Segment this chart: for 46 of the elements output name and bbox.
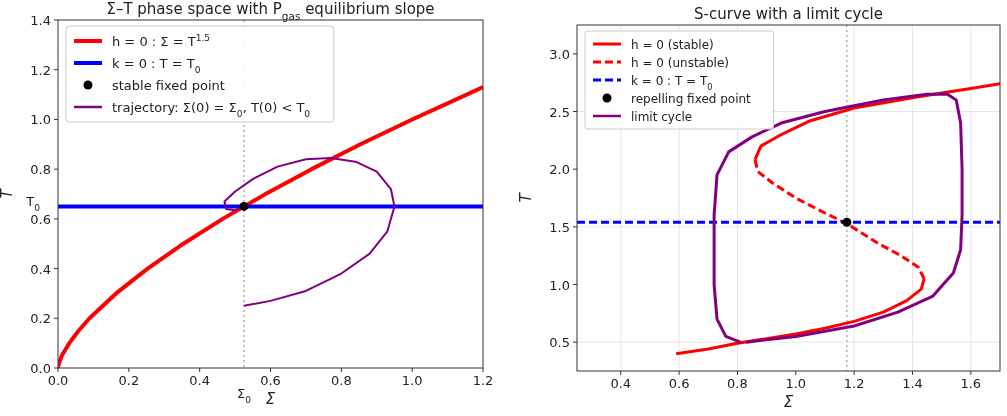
legend-label: trajectory: Σ(0) = Σ$_{0}$, T(0) < T$_{0}$: [112, 100, 311, 119]
legend-label: k = 0 : T = T$_{0}$: [112, 56, 201, 75]
y-tick-label: 2.0: [549, 162, 570, 178]
y-tick-label: 1.0: [549, 277, 570, 293]
legend-label: h = 0 (stable): [631, 38, 714, 52]
x-tick-label: 1.6: [960, 376, 982, 391]
x-axis-title: Σ: [783, 393, 794, 411]
legend-label: h = 0 : Σ = T$^{1.5}$: [112, 33, 211, 49]
x-tick-label: 1.0: [785, 376, 807, 391]
y-tick-label: 0.8: [30, 162, 51, 178]
x-tick-label: 0.2: [118, 373, 140, 388]
legend-label: limit cycle: [631, 110, 693, 124]
legend-label: h = 0 (unstable): [631, 56, 729, 70]
x-tick-label: 0.4: [610, 376, 632, 391]
legend-label: k = 0 : T = T$_{0}$: [631, 74, 713, 92]
x-tick-label: 0.8: [727, 376, 748, 391]
annotation: Σ$_{0}$: [236, 386, 252, 405]
x-tick-label: 0.6: [260, 373, 281, 388]
y-tick-label: 0.5: [549, 335, 570, 351]
y-tick-label: 1.4: [30, 13, 51, 28]
y-tick-label: 1.2: [30, 62, 51, 78]
legend-label: stable fixed point: [112, 78, 225, 93]
y-axis-title: T: [517, 191, 535, 203]
x-tick-label: 1.0: [401, 373, 423, 388]
x-tick-label: 0.0: [47, 373, 69, 388]
x-axis-title: Σ: [265, 390, 276, 408]
x-tick-label: 1.4: [902, 376, 923, 391]
x-tick-label: 0.8: [330, 373, 352, 388]
x-tick-label: 0.6: [668, 376, 690, 391]
annotation: T$_{0}$: [25, 194, 41, 214]
legend-label: repelling fixed point: [631, 92, 752, 106]
y-tick-label: 3.0: [549, 46, 570, 62]
y-tick-label: 1.5: [549, 219, 570, 235]
chart-title: Σ–T phase space with P$_{gas}$ equilibrium slope: [106, 0, 435, 22]
y-tick-label: 0.4: [30, 261, 51, 277]
y-tick-label: 0.6: [30, 211, 51, 227]
y-axis-title: T: [0, 187, 16, 199]
y-tick-label: 0.0: [30, 361, 51, 376]
y-tick-label: 2.5: [549, 104, 570, 120]
line-series: [223, 156, 396, 307]
y-tick-label: 0.2: [30, 311, 51, 327]
x-tick-label: 0.4: [189, 373, 211, 388]
y-tick-label: 1.0: [30, 112, 51, 128]
x-tick-label: 1.2: [843, 376, 865, 391]
chart-title: S-curve with a limit cycle: [694, 5, 883, 23]
x-tick-label: 1.2: [472, 373, 494, 388]
